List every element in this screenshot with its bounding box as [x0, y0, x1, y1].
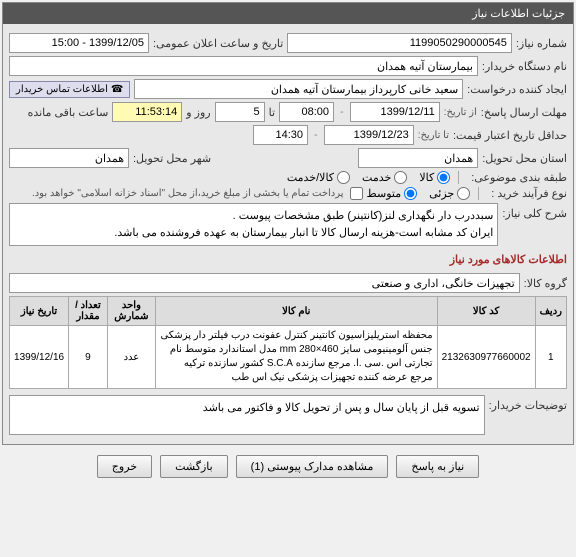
budget-radio-group: کالا خدمت کالا/خدمت [287, 171, 459, 184]
cell-qty: 9 [69, 326, 108, 389]
delivery-city-field: همدان [9, 148, 129, 168]
delivery-state-label: استان محل تحویل: [482, 152, 567, 165]
budget-goods-radio[interactable]: کالا [419, 171, 450, 184]
days-and-label: روز و [186, 106, 210, 119]
budget-service-label: خدمت [362, 171, 391, 184]
goods-group-label: گروه کالا: [524, 277, 567, 290]
need-no-label: شماره نیاز: [516, 37, 567, 50]
footer-buttons: نیاز به پاسخ مشاهده مدارک پیوستی (1) باز… [0, 447, 576, 486]
exit-button[interactable]: خروج [97, 455, 152, 478]
delivery-city-label: شهر محل تحویل: [133, 152, 211, 165]
cell-code: 2132630977660002 [437, 326, 535, 389]
time-remaining: 11:53:14 [112, 102, 182, 122]
cell-date: 1399/12/16 [10, 326, 69, 389]
buyer-device-field: بیمارستان آتیه همدان [9, 56, 478, 76]
process-small-label: جزئی [429, 187, 454, 200]
panel-body: شماره نیاز: 1199050290000545 تاریخ و ساع… [3, 24, 573, 444]
main-panel: جزئیات اطلاعات نیاز شماره نیاز: 11990502… [2, 2, 574, 445]
desc-label: شرح کلی نیاز: [502, 203, 567, 220]
goods-section-header: اطلاعات کالاهای مورد نیاز [9, 249, 567, 270]
creator-field: سعید خانی کارپرداز بیمارستان آتیه همدان [134, 79, 463, 99]
view-attachments-button[interactable]: مشاهده مدارک پیوستی (1) [236, 455, 389, 478]
process-medium-label: متوسط [367, 187, 402, 200]
table-row: 1 2132630977660002 محفظه استریلیزاسیون ک… [10, 326, 567, 389]
col-qty: تعداد / مقدار [69, 297, 108, 326]
buyer-device-label: نام دستگاه خریدار: [482, 60, 567, 73]
budget-both-radio[interactable]: کالا/خدمت [287, 171, 350, 184]
process-medium-radio[interactable]: متوسط [367, 187, 418, 200]
buyer-notes-label: توضیحات خریدار: [489, 395, 567, 412]
budget-service-radio[interactable]: خدمت [362, 171, 407, 184]
process-medium-input[interactable] [404, 187, 417, 200]
cell-name-text: محفظه استریلیزاسیون کانتینر کنترل عفونت … [160, 330, 432, 383]
price-to-date: 1399/12/23 [324, 125, 414, 145]
contact-buyer-label: اطلاعات تماس خریدار [16, 84, 108, 95]
col-rownum: ردیف [535, 297, 566, 326]
col-unit: واحد شمارش [107, 297, 155, 326]
budget-both-input[interactable] [337, 171, 350, 184]
announce-label: تاریخ و ساعت اعلان عمومی: [153, 37, 283, 50]
process-small-radio[interactable]: جزئی [429, 187, 470, 200]
to-label: تا تاریخ: [418, 130, 449, 141]
sep1: - [340, 106, 344, 118]
reply-from-date: 1399/12/11 [350, 102, 440, 122]
price-to-time: 14:30 [253, 125, 308, 145]
budget-goods-input[interactable] [437, 171, 450, 184]
reply-deadline-label: مهلت ارسال پاسخ: [481, 106, 567, 119]
col-date: تاریخ نیاز [10, 297, 69, 326]
cell-unit: عدد [107, 326, 155, 389]
budget-goods-label: کالا [419, 171, 434, 184]
price-valid-label: حداقل تاریخ اعتبار قیمت: [453, 129, 567, 142]
col-name: نام کالا [156, 297, 438, 326]
until-label-1: تا [269, 106, 275, 119]
cell-rownum: 1 [535, 326, 566, 389]
buyer-notes-box: تسویه قبل از پایان سال و پس از تحویل کال… [9, 395, 485, 435]
from-label: از تاریخ: [444, 107, 477, 118]
back-button[interactable]: بازگشت [160, 455, 228, 478]
contact-buyer-button[interactable]: ☎ اطلاعات تماس خریدار [9, 81, 130, 98]
budget-service-input[interactable] [394, 171, 407, 184]
sep2: - [314, 129, 318, 141]
pay-note-checkbox[interactable]: پرداخت تمام یا بخشی از مبلغ خرید،از محل … [32, 187, 363, 200]
need-reply-button[interactable]: نیاز به پاسخ [396, 455, 479, 478]
goods-group-field: تجهیزات خانگی، اداری و صنعتی [9, 273, 520, 293]
desc-textarea: سبددرب دار نگهداری لنز(کانتینر) طبق مشخص… [9, 203, 498, 246]
panel-title: جزئیات اطلاعات نیاز [3, 3, 573, 24]
cell-name: محفظه استریلیزاسیون کانتینر کنترل عفونت … [156, 326, 438, 389]
budget-both-label: کالا/خدمت [287, 171, 334, 184]
reply-days: 5 [215, 102, 265, 122]
delivery-state-field: همدان [358, 148, 478, 168]
phone-icon: ☎ [111, 84, 123, 95]
process-radio-group: جزئی متوسط [367, 187, 480, 200]
col-code: کد کالا [437, 297, 535, 326]
pay-note-label: پرداخت تمام یا بخشی از مبلغ خرید،از محل … [32, 188, 344, 199]
process-small-input[interactable] [457, 187, 470, 200]
table-header-row: ردیف کد کالا نام کالا واحد شمارش تعداد /… [10, 297, 567, 326]
need-no-field: 1199050290000545 [287, 33, 511, 53]
reply-from-time: 08:00 [279, 102, 334, 122]
creator-label: ایجاد کننده درخواست: [467, 83, 567, 96]
budget-label: طبقه بندی موضوعی: [471, 171, 567, 184]
goods-table: ردیف کد کالا نام کالا واحد شمارش تعداد /… [9, 296, 567, 389]
remain-label: ساعت باقی مانده [28, 106, 109, 119]
pay-note-input[interactable] [350, 187, 363, 200]
announce-field: 1399/12/05 - 15:00 [9, 33, 149, 53]
process-label: نوع فرآیند خرید : [491, 187, 567, 200]
